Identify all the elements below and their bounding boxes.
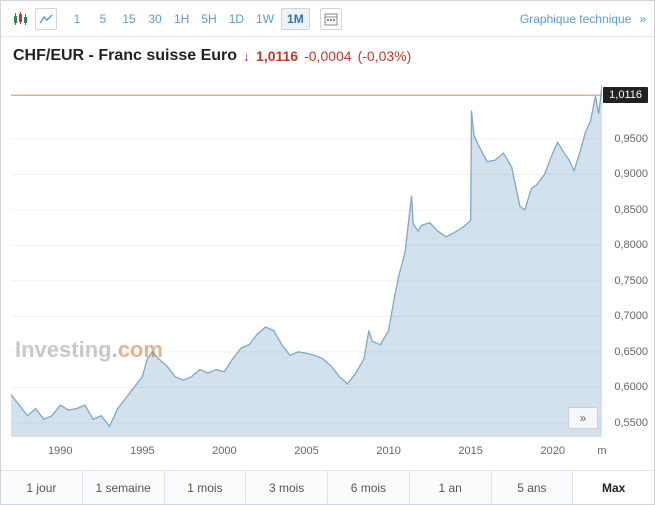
x-tick-label: 1995 — [130, 445, 154, 457]
timeframe-1W[interactable]: 1W — [251, 8, 279, 30]
y-tick-label: 0,9000 — [614, 168, 648, 180]
technical-chart-link[interactable]: Graphique technique — [520, 12, 631, 26]
range-tab[interactable]: 6 mois — [328, 471, 410, 504]
y-tick-label: 0,7000 — [614, 310, 648, 322]
timeframe-15[interactable]: 15 — [117, 8, 141, 30]
y-tick-label: 0,8500 — [614, 204, 648, 216]
x-tick-label: 2020 — [541, 445, 565, 457]
watermark: Investing.com — [15, 337, 163, 363]
timeframe-30[interactable]: 30 — [143, 8, 167, 30]
current-value-tag: 1,0116 — [603, 87, 648, 103]
x-tick-label: 2015 — [458, 445, 482, 457]
y-tick-label: 0,5500 — [614, 417, 648, 429]
x-tick-label: 2010 — [376, 445, 400, 457]
change-absolute: -0,0004 — [304, 48, 351, 64]
x-tick-label: m — [597, 445, 606, 457]
pair-symbol: CHF/EUR - Franc suisse Euro — [13, 47, 237, 65]
y-axis: 0,5500 0,6000 0,6500 0,7000 0,7500 0,8000 0,85… — [604, 75, 650, 437]
range-tab[interactable]: 1 mois — [165, 471, 247, 504]
range-tab[interactable]: 5 ans — [492, 471, 574, 504]
calendar-icon[interactable] — [320, 8, 342, 30]
direction-arrow-icon: ↓ — [243, 48, 250, 64]
last-price: 1,0116 — [256, 48, 298, 64]
x-tick-label: 2000 — [212, 445, 236, 457]
line-chart-icon[interactable] — [35, 8, 57, 30]
range-tab[interactable]: 1 semaine — [83, 471, 165, 504]
timeframe-1D[interactable]: 1D — [224, 8, 249, 30]
chevron-right-icon: » — [639, 12, 646, 26]
range-tab[interactable]: 1 an — [410, 471, 492, 504]
timeframe-5H[interactable]: 5H — [196, 8, 221, 30]
y-tick-label: 0,7500 — [614, 275, 648, 287]
timeframe-1H[interactable]: 1H — [169, 8, 194, 30]
chevron-double-right-icon: » — [580, 411, 587, 425]
range-tabs: 1 jour1 semaine1 mois3 mois6 mois1 an5 a… — [1, 470, 654, 504]
y-tick-label: 0,8000 — [614, 239, 648, 251]
range-tab[interactable]: 3 mois — [246, 471, 328, 504]
chart-area: 0,5500 0,6000 0,6500 0,7000 0,7500 0,8000 0,85… — [1, 69, 654, 459]
y-tick-label: 0,6500 — [614, 346, 648, 358]
y-tick-label: 0,9500 — [614, 133, 648, 145]
x-axis: 1990199520002005201020152020m — [11, 439, 602, 457]
timeframe-1M[interactable]: 1M — [281, 8, 310, 30]
header: CHF/EUR - Franc suisse Euro ↓ 1,0116 -0,… — [1, 37, 654, 69]
range-tab[interactable]: Max — [573, 471, 654, 504]
toolbar: 1515301H5H1D1W1M Graphique technique » — [1, 1, 654, 37]
chart-widget: 1515301H5H1D1W1M Graphique technique » C… — [0, 0, 655, 505]
candlestick-icon[interactable] — [9, 8, 31, 30]
change-percent: (-0,03%) — [358, 48, 412, 64]
timeframe-list: 1515301H5H1D1W1M — [65, 8, 310, 30]
timeframe-5[interactable]: 5 — [91, 8, 115, 30]
range-tab[interactable]: 1 jour — [1, 471, 83, 504]
scroll-right-button[interactable]: » — [568, 407, 598, 429]
timeframe-1[interactable]: 1 — [65, 8, 89, 30]
y-tick-label: 0,6000 — [614, 381, 648, 393]
price-chart — [11, 75, 602, 437]
x-tick-label: 2005 — [294, 445, 318, 457]
x-tick-label: 1990 — [48, 445, 72, 457]
